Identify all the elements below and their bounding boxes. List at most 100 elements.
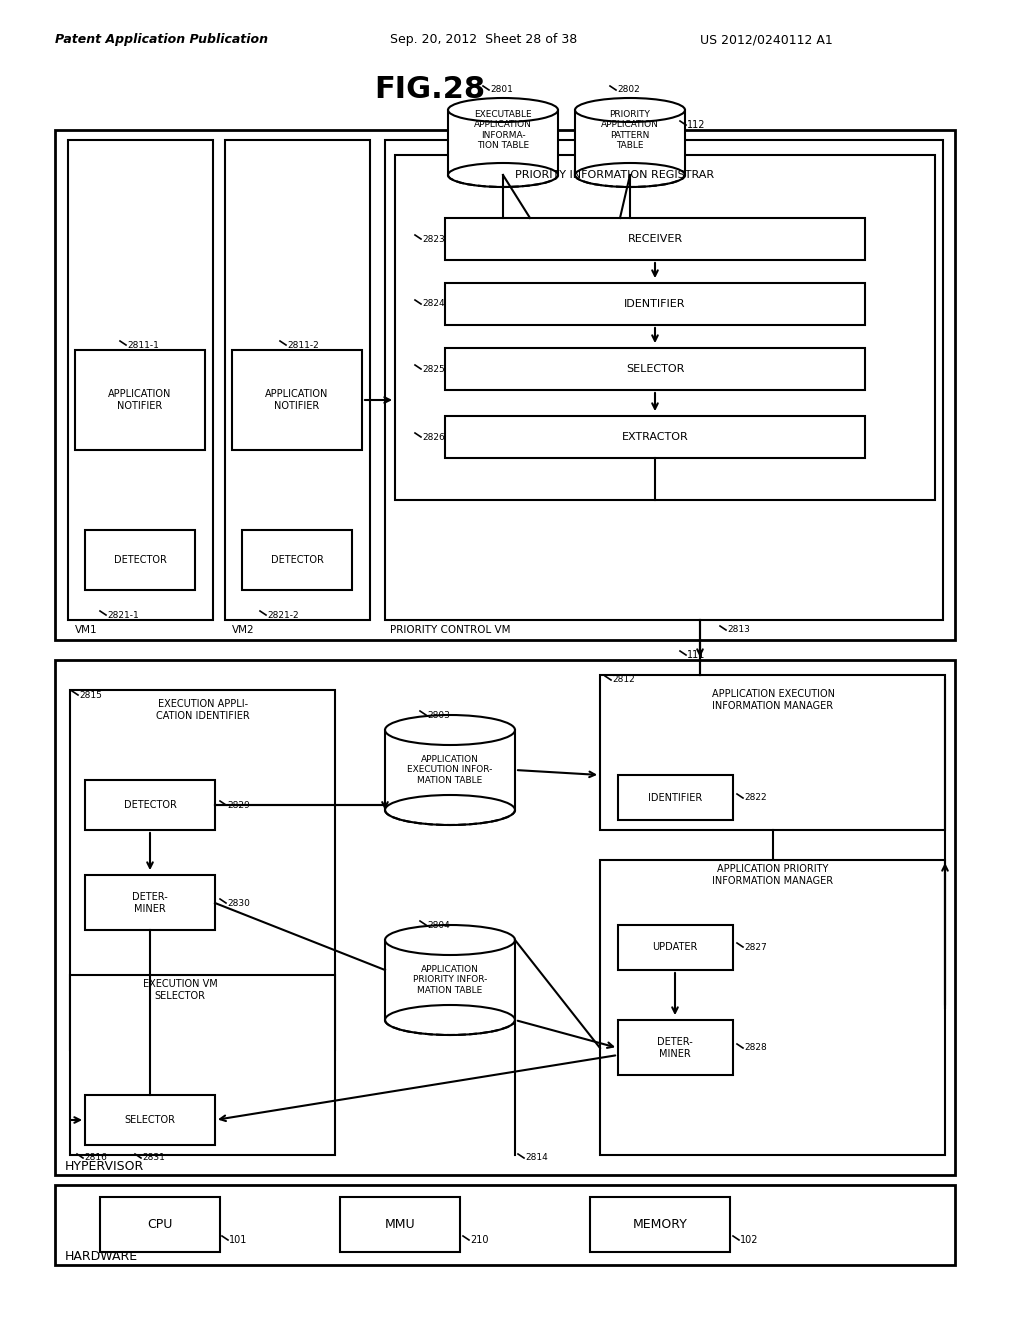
Text: 2821-2: 2821-2 <box>267 610 299 619</box>
Text: 2821-1: 2821-1 <box>106 610 138 619</box>
Text: DETER-
MINER: DETER- MINER <box>132 892 168 913</box>
Bar <box>575 110 685 176</box>
Text: IDENTIFIER: IDENTIFIER <box>625 300 686 309</box>
Text: 2815: 2815 <box>79 690 101 700</box>
Text: APPLICATION
NOTIFIER: APPLICATION NOTIFIER <box>109 389 172 411</box>
Text: 2829: 2829 <box>227 800 250 809</box>
Text: FIG.28: FIG.28 <box>375 75 485 104</box>
Text: APPLICATION
NOTIFIER: APPLICATION NOTIFIER <box>265 389 329 411</box>
Bar <box>225 140 370 620</box>
Text: PRIORITY INFORMATION REGISTRAR: PRIORITY INFORMATION REGISTRAR <box>515 170 715 180</box>
Bar <box>55 660 955 1175</box>
Bar <box>232 350 362 450</box>
Text: EXTRACTOR: EXTRACTOR <box>622 432 688 442</box>
Text: APPLICATION EXECUTION
INFORMATION MANAGER: APPLICATION EXECUTION INFORMATION MANAGE… <box>712 689 835 710</box>
Bar <box>445 218 865 260</box>
Bar <box>385 730 515 810</box>
Text: MMU: MMU <box>385 1218 416 1232</box>
Text: 2811-2: 2811-2 <box>287 341 318 350</box>
Ellipse shape <box>385 925 515 954</box>
Text: 2801: 2801 <box>490 86 513 95</box>
Ellipse shape <box>385 795 515 825</box>
Text: SELECTOR: SELECTOR <box>125 1115 175 1125</box>
Bar <box>70 690 335 1049</box>
Bar <box>600 675 945 830</box>
Text: MEMORY: MEMORY <box>633 1218 687 1232</box>
Text: DETECTOR: DETECTOR <box>114 554 167 565</box>
Text: 2812: 2812 <box>612 676 635 685</box>
Text: 2816: 2816 <box>84 1154 106 1163</box>
Bar <box>340 1197 460 1251</box>
Bar <box>445 348 865 389</box>
Text: Patent Application Publication: Patent Application Publication <box>55 33 268 46</box>
Text: 2824: 2824 <box>422 300 444 309</box>
Text: CPU: CPU <box>147 1218 173 1232</box>
Text: 2804: 2804 <box>427 920 450 929</box>
Text: VM1: VM1 <box>75 624 97 635</box>
Text: 2813: 2813 <box>727 626 750 635</box>
Bar <box>70 975 335 1155</box>
Text: HYPERVISOR: HYPERVISOR <box>65 1160 144 1173</box>
Bar <box>385 940 515 1020</box>
Text: US 2012/0240112 A1: US 2012/0240112 A1 <box>700 33 833 46</box>
Text: 2828: 2828 <box>744 1044 767 1052</box>
Ellipse shape <box>385 1005 515 1035</box>
Bar <box>590 1197 730 1251</box>
Bar <box>242 531 352 590</box>
Bar <box>385 140 943 620</box>
Text: 2803: 2803 <box>427 710 450 719</box>
Ellipse shape <box>449 98 558 121</box>
Bar <box>100 1197 220 1251</box>
Bar <box>68 140 213 620</box>
Bar <box>618 1020 733 1074</box>
Ellipse shape <box>385 715 515 744</box>
Text: PRIORITY CONTROL VM: PRIORITY CONTROL VM <box>390 624 511 635</box>
Text: 2826: 2826 <box>422 433 444 441</box>
Text: 210: 210 <box>470 1236 488 1245</box>
Text: UPDATER: UPDATER <box>652 942 697 952</box>
Bar <box>55 1185 955 1265</box>
Text: 101: 101 <box>229 1236 248 1245</box>
Bar <box>75 350 205 450</box>
Text: DETER-
MINER: DETER- MINER <box>657 1038 693 1059</box>
Text: 102: 102 <box>740 1236 759 1245</box>
Text: IDENTIFIER: IDENTIFIER <box>648 793 702 803</box>
Bar <box>445 416 865 458</box>
Bar <box>85 780 215 830</box>
Text: APPLICATION PRIORITY
INFORMATION MANAGER: APPLICATION PRIORITY INFORMATION MANAGER <box>713 865 834 886</box>
Bar <box>55 129 955 640</box>
Bar <box>85 531 195 590</box>
Bar <box>618 925 733 970</box>
Ellipse shape <box>575 162 685 187</box>
Text: 2822: 2822 <box>744 793 767 803</box>
Text: 2830: 2830 <box>227 899 250 908</box>
Ellipse shape <box>575 98 685 121</box>
Bar <box>449 110 558 176</box>
Text: EXECUTION VM
SELECTOR: EXECUTION VM SELECTOR <box>142 979 217 1001</box>
Text: 2827: 2827 <box>744 942 767 952</box>
Text: PRIORITY
APPLICATION
PATTERN
TABLE: PRIORITY APPLICATION PATTERN TABLE <box>601 110 658 150</box>
Bar <box>85 875 215 931</box>
Ellipse shape <box>449 162 558 187</box>
Text: HARDWARE: HARDWARE <box>65 1250 138 1263</box>
Text: SELECTOR: SELECTOR <box>626 364 684 374</box>
Bar <box>395 154 935 500</box>
Bar <box>618 775 733 820</box>
Bar <box>85 1096 215 1144</box>
Text: 2831: 2831 <box>142 1154 165 1163</box>
Text: RECEIVER: RECEIVER <box>628 234 683 244</box>
Text: 2823: 2823 <box>422 235 444 243</box>
Text: APPLICATION
EXECUTION INFOR-
MATION TABLE: APPLICATION EXECUTION INFOR- MATION TABL… <box>408 755 493 785</box>
Text: VM2: VM2 <box>232 624 255 635</box>
Text: EXECUTABLE
APPLICATION
INFORMA-
TION TABLE: EXECUTABLE APPLICATION INFORMA- TION TAB… <box>474 110 531 150</box>
Text: DETECTOR: DETECTOR <box>270 554 324 565</box>
Text: EXECUTION APPLI-
CATION IDENTIFIER: EXECUTION APPLI- CATION IDENTIFIER <box>156 700 250 721</box>
Text: 2825: 2825 <box>422 364 444 374</box>
Text: Sep. 20, 2012  Sheet 28 of 38: Sep. 20, 2012 Sheet 28 of 38 <box>390 33 578 46</box>
Bar <box>445 282 865 325</box>
Text: 2814: 2814 <box>525 1154 548 1163</box>
Text: 2802: 2802 <box>617 86 640 95</box>
Bar <box>600 861 945 1155</box>
Text: 2811-1: 2811-1 <box>127 341 159 350</box>
Text: 112: 112 <box>687 120 706 129</box>
